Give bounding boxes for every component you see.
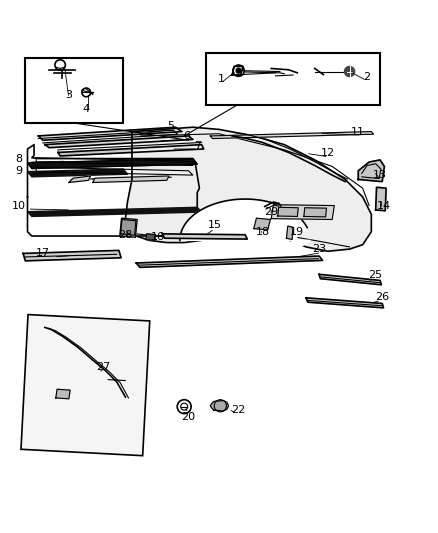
Text: 13: 13 bbox=[373, 170, 387, 180]
Polygon shape bbox=[146, 234, 155, 240]
Polygon shape bbox=[28, 207, 201, 216]
Text: 12: 12 bbox=[321, 148, 335, 158]
Polygon shape bbox=[271, 205, 334, 220]
Text: 16: 16 bbox=[151, 232, 165, 242]
Polygon shape bbox=[210, 132, 374, 139]
Text: 5: 5 bbox=[168, 122, 175, 131]
Text: 8: 8 bbox=[15, 154, 22, 164]
Circle shape bbox=[236, 68, 241, 73]
Text: 2: 2 bbox=[364, 72, 371, 82]
Text: 10: 10 bbox=[12, 200, 26, 211]
Text: 29: 29 bbox=[264, 207, 279, 217]
Polygon shape bbox=[319, 274, 381, 285]
Polygon shape bbox=[162, 234, 247, 239]
Text: 18: 18 bbox=[255, 227, 269, 237]
Polygon shape bbox=[93, 176, 169, 182]
Polygon shape bbox=[28, 158, 197, 168]
Text: 20: 20 bbox=[181, 411, 196, 422]
Circle shape bbox=[344, 66, 355, 77]
Polygon shape bbox=[304, 208, 326, 217]
Text: 9: 9 bbox=[15, 166, 22, 176]
Polygon shape bbox=[28, 169, 127, 177]
Polygon shape bbox=[180, 199, 311, 284]
Polygon shape bbox=[254, 218, 270, 230]
Polygon shape bbox=[306, 298, 384, 308]
Polygon shape bbox=[45, 136, 193, 148]
Text: 26: 26 bbox=[375, 292, 389, 302]
Polygon shape bbox=[23, 251, 121, 261]
Polygon shape bbox=[358, 160, 385, 182]
Polygon shape bbox=[58, 144, 204, 156]
Text: 6: 6 bbox=[183, 131, 190, 141]
Text: 7: 7 bbox=[194, 141, 201, 150]
Polygon shape bbox=[136, 256, 322, 268]
Text: 25: 25 bbox=[369, 270, 383, 280]
Polygon shape bbox=[125, 127, 371, 251]
Text: 3: 3 bbox=[65, 90, 72, 100]
Polygon shape bbox=[286, 226, 293, 239]
Text: 23: 23 bbox=[312, 244, 326, 254]
Polygon shape bbox=[69, 176, 91, 182]
Text: 27: 27 bbox=[96, 361, 111, 372]
Text: 1: 1 bbox=[218, 75, 225, 84]
Bar bbox=[206, 53, 380, 106]
Text: 17: 17 bbox=[35, 248, 50, 259]
Text: 11: 11 bbox=[351, 126, 365, 136]
Polygon shape bbox=[39, 127, 182, 140]
Text: 28: 28 bbox=[118, 230, 133, 240]
Polygon shape bbox=[376, 187, 386, 211]
Polygon shape bbox=[278, 207, 298, 216]
Polygon shape bbox=[120, 218, 137, 237]
Polygon shape bbox=[210, 400, 229, 411]
Bar bbox=[25, 58, 123, 123]
Bar bbox=[21, 314, 150, 456]
Text: 15: 15 bbox=[208, 220, 222, 230]
Text: 4: 4 bbox=[83, 104, 90, 114]
Text: 22: 22 bbox=[231, 405, 246, 415]
Polygon shape bbox=[56, 389, 70, 399]
Text: 19: 19 bbox=[290, 227, 304, 237]
Text: 14: 14 bbox=[377, 200, 392, 211]
